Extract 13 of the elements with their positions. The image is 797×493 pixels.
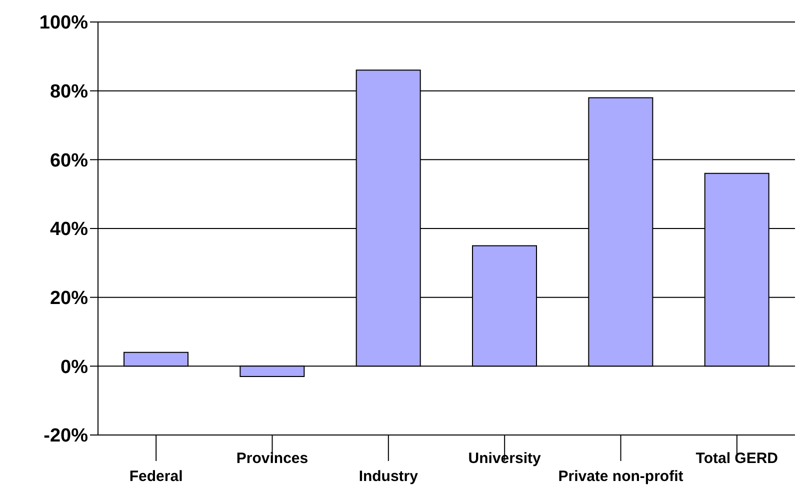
x-tick-label: University (468, 450, 542, 467)
y-tick-label: 0% (60, 356, 88, 378)
y-tick-label: 80% (50, 82, 88, 103)
y-tick-label: 20% (50, 288, 88, 310)
x-tick-label: Total GERD (696, 450, 778, 467)
x-tick-label: Private non-profit (558, 468, 684, 485)
x-tick-label: Federal (129, 468, 183, 485)
y-tick-label: 100% (39, 12, 88, 34)
x-tick-label: Provinces (236, 450, 308, 467)
x-tick-label: Industry (358, 468, 419, 485)
y-tick-label: 60% (50, 150, 88, 172)
y-tick-label: 40% (50, 219, 88, 240)
y-tick-label: -20% (44, 426, 88, 447)
